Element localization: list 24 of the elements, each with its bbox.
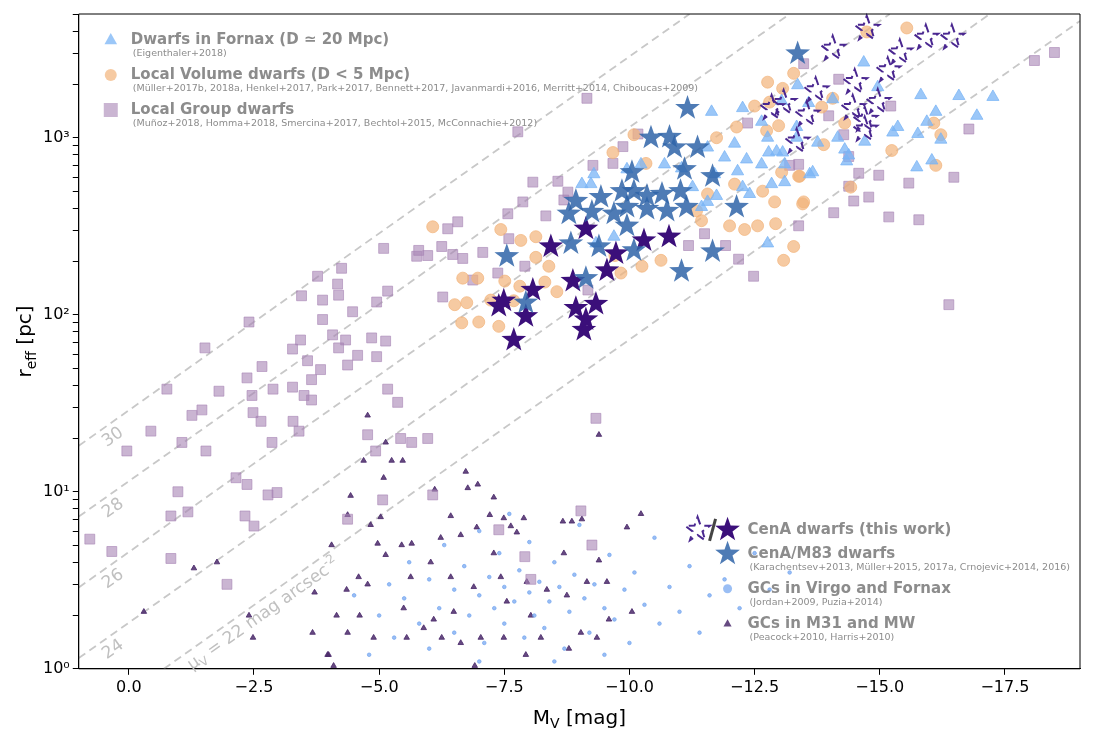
- legend-label: Local Volume dwarfs (D < 5 Mpc) (Müller+2017b, 2018a, Henkel+2017, Park+2017, Bennett+2017, Javanmardi+2016, Merritt+2014, Chiboucas+2009): [130, 64, 699, 94]
- x-tick-label: −17.5: [980, 676, 1030, 696]
- y-tick-label: 10³: [42, 126, 70, 146]
- x-tick-label: −2.5: [234, 676, 274, 696]
- y-tick-label: 10⁰: [42, 657, 70, 677]
- legend-label: Dwarfs in Fornax (D ≃ 20 Mpc) (Eigenthaler+2018): [130, 29, 390, 59]
- x-tick-label: −15.0: [855, 676, 905, 696]
- y-axis-title: reff [pc]: [12, 305, 39, 378]
- x-tick-label: −7.5: [484, 676, 524, 696]
- text: 24: [97, 634, 127, 663]
- y-tick-label: 10¹: [42, 480, 70, 500]
- text: 26: [97, 563, 127, 593]
- text: 30: [97, 421, 127, 451]
- x-tick-label: −12.5: [730, 676, 780, 696]
- x-tick-label: −10.0: [604, 676, 654, 696]
- legend-label: Local Group dwarfs (Muñoz+2018, Homma+2018, Smercina+2017, Bechtol+2015, McConnachie+2012): [130, 99, 538, 129]
- x-tick-label: −5.0: [359, 676, 399, 696]
- y-tick-label: 10²: [42, 303, 70, 323]
- legend-label: CenA dwarfs (this work): [747, 519, 952, 538]
- x-tick-label: 0.0: [116, 676, 142, 696]
- text: 28: [97, 492, 127, 522]
- legend-label: CenA/M83 dwarfs (Karachentsev+2013, Müller+2015, 2017a, Crnojevic+2014, 2016): [747, 543, 1071, 573]
- legend-label: GCs in M31 and MW (Peacock+2010, Harris+2010): [747, 613, 916, 643]
- legend-label: GCs in Virgo and Fornax (Jordan+2009, Puzia+2014): [747, 578, 952, 608]
